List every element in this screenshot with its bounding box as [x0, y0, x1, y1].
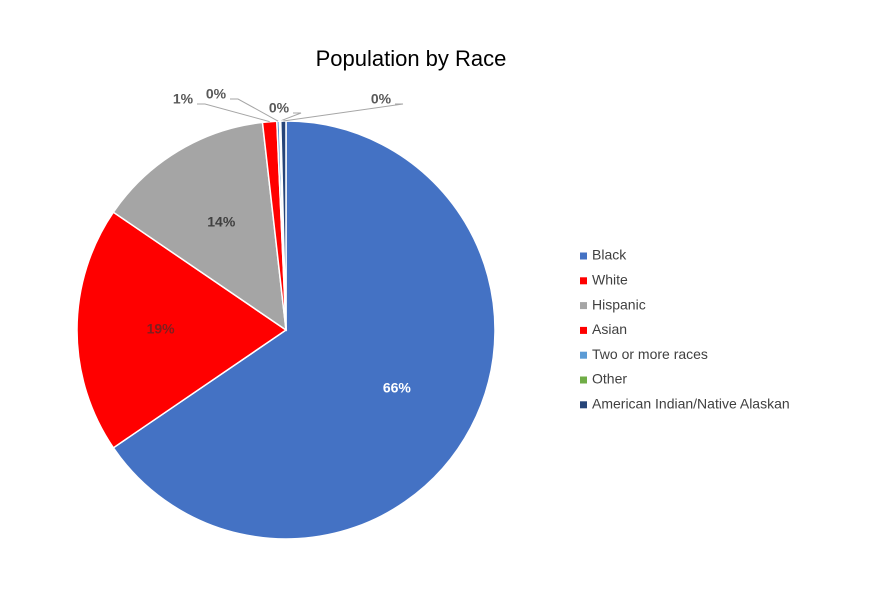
- pie-slice: [112, 120, 496, 540]
- legend-label: Other: [592, 371, 627, 387]
- leader-line: [283, 103, 404, 122]
- legend-label: White: [592, 272, 628, 288]
- leader-line: [279, 112, 302, 122]
- data-label: 19%: [147, 321, 176, 337]
- leader-line: [197, 103, 270, 123]
- legend-label: Hispanic: [592, 296, 646, 312]
- data-label: 1%: [173, 91, 194, 107]
- chart-title: Population by Race: [316, 46, 507, 71]
- legend-swatch: [580, 302, 587, 310]
- legend-swatch: [580, 326, 587, 334]
- leader-line: [230, 98, 279, 122]
- data-label: 0%: [269, 100, 290, 116]
- legend-swatch: [580, 252, 587, 260]
- legend-swatch: [580, 376, 587, 384]
- legend-swatch: [580, 277, 587, 285]
- pie-slice: [76, 211, 288, 449]
- data-label: 0%: [206, 86, 227, 102]
- data-label: 14%: [207, 213, 236, 229]
- data-label: 0%: [371, 91, 392, 107]
- legend-swatch: [580, 401, 587, 409]
- data-label: 66%: [383, 379, 412, 395]
- pie-slice: [112, 121, 287, 332]
- legend-label: Black: [592, 247, 627, 263]
- legend-label: Two or more races: [592, 346, 708, 362]
- legend-swatch: [580, 351, 587, 359]
- legend-label: Asian: [592, 321, 627, 337]
- legend-label: American Indian/Native Alaskan: [592, 396, 790, 412]
